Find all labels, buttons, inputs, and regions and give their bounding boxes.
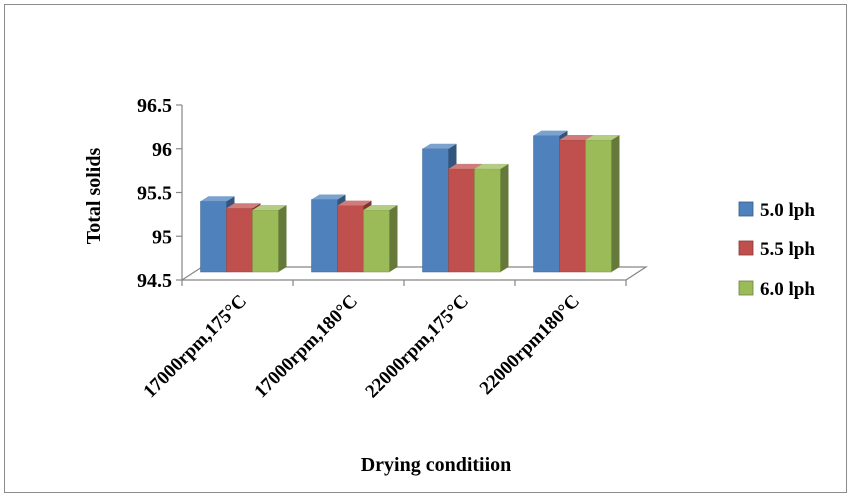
bar bbox=[363, 205, 398, 273]
legend-item: 6.0 lph bbox=[738, 279, 815, 300]
bar bbox=[585, 135, 620, 273]
bar-top bbox=[559, 135, 594, 140]
x-tick-label: 17000rpm,175°C bbox=[139, 291, 251, 403]
bar bbox=[252, 205, 287, 273]
bar-front bbox=[474, 168, 501, 273]
bar-front bbox=[448, 168, 475, 273]
legend-swatch bbox=[738, 201, 754, 217]
bar-top bbox=[200, 196, 235, 202]
bar-front bbox=[311, 199, 338, 273]
legend-label: 6.0 lph bbox=[760, 279, 815, 300]
bar-side bbox=[278, 205, 287, 272]
x-tick-label: 22000rpm180°C bbox=[476, 291, 584, 399]
legend-swatch bbox=[738, 240, 754, 256]
y-tick-label: 95.5 bbox=[137, 183, 172, 205]
bar-top bbox=[363, 205, 398, 210]
bar-front bbox=[422, 148, 449, 273]
chart-floor bbox=[179, 266, 649, 281]
legend-swatch bbox=[738, 280, 754, 296]
bar-side bbox=[611, 135, 620, 272]
bar-front bbox=[585, 139, 612, 273]
bar bbox=[474, 163, 509, 273]
legend-label: 5.0 lph bbox=[760, 200, 815, 221]
bar-top bbox=[226, 203, 261, 209]
y-tick-label: 96 bbox=[152, 139, 172, 161]
bar-top bbox=[474, 163, 509, 169]
bar-front bbox=[559, 139, 586, 273]
bar-front bbox=[363, 209, 390, 273]
bar-front bbox=[200, 201, 227, 273]
x-tick-label: 17000rpm,180°C bbox=[250, 291, 362, 403]
bar-front bbox=[226, 208, 253, 273]
axes bbox=[176, 104, 627, 286]
bar-side bbox=[500, 163, 509, 272]
legend-label: 5.5 lph bbox=[760, 239, 815, 260]
x-axis-title: Drying conditiion bbox=[361, 454, 512, 476]
y-tick-label: 96.5 bbox=[137, 95, 172, 117]
bar-top bbox=[337, 200, 372, 206]
y-tick-label: 95 bbox=[152, 226, 172, 248]
y-tick-label: 94.5 bbox=[137, 270, 172, 292]
bar-top bbox=[252, 205, 287, 210]
bar-top bbox=[311, 194, 346, 200]
bar-top bbox=[422, 143, 457, 149]
bar-top bbox=[585, 135, 620, 140]
bar-side bbox=[389, 205, 398, 272]
legend-item: 5.5 lph bbox=[738, 239, 815, 260]
bar-front bbox=[533, 135, 560, 273]
floor-plane bbox=[179, 266, 649, 281]
x-tick-label: 22000rpm,175°C bbox=[361, 291, 473, 403]
legend-item: 5.0 lph bbox=[738, 200, 815, 221]
y-axis-title: Total solids bbox=[83, 148, 105, 245]
bar-front bbox=[337, 205, 364, 273]
legend: 5.0 lph 5.5 lph 6.0 lph bbox=[738, 200, 815, 300]
bar-front bbox=[252, 209, 279, 273]
bar-top bbox=[448, 163, 483, 169]
bars bbox=[200, 130, 620, 273]
bar-top bbox=[533, 130, 568, 136]
